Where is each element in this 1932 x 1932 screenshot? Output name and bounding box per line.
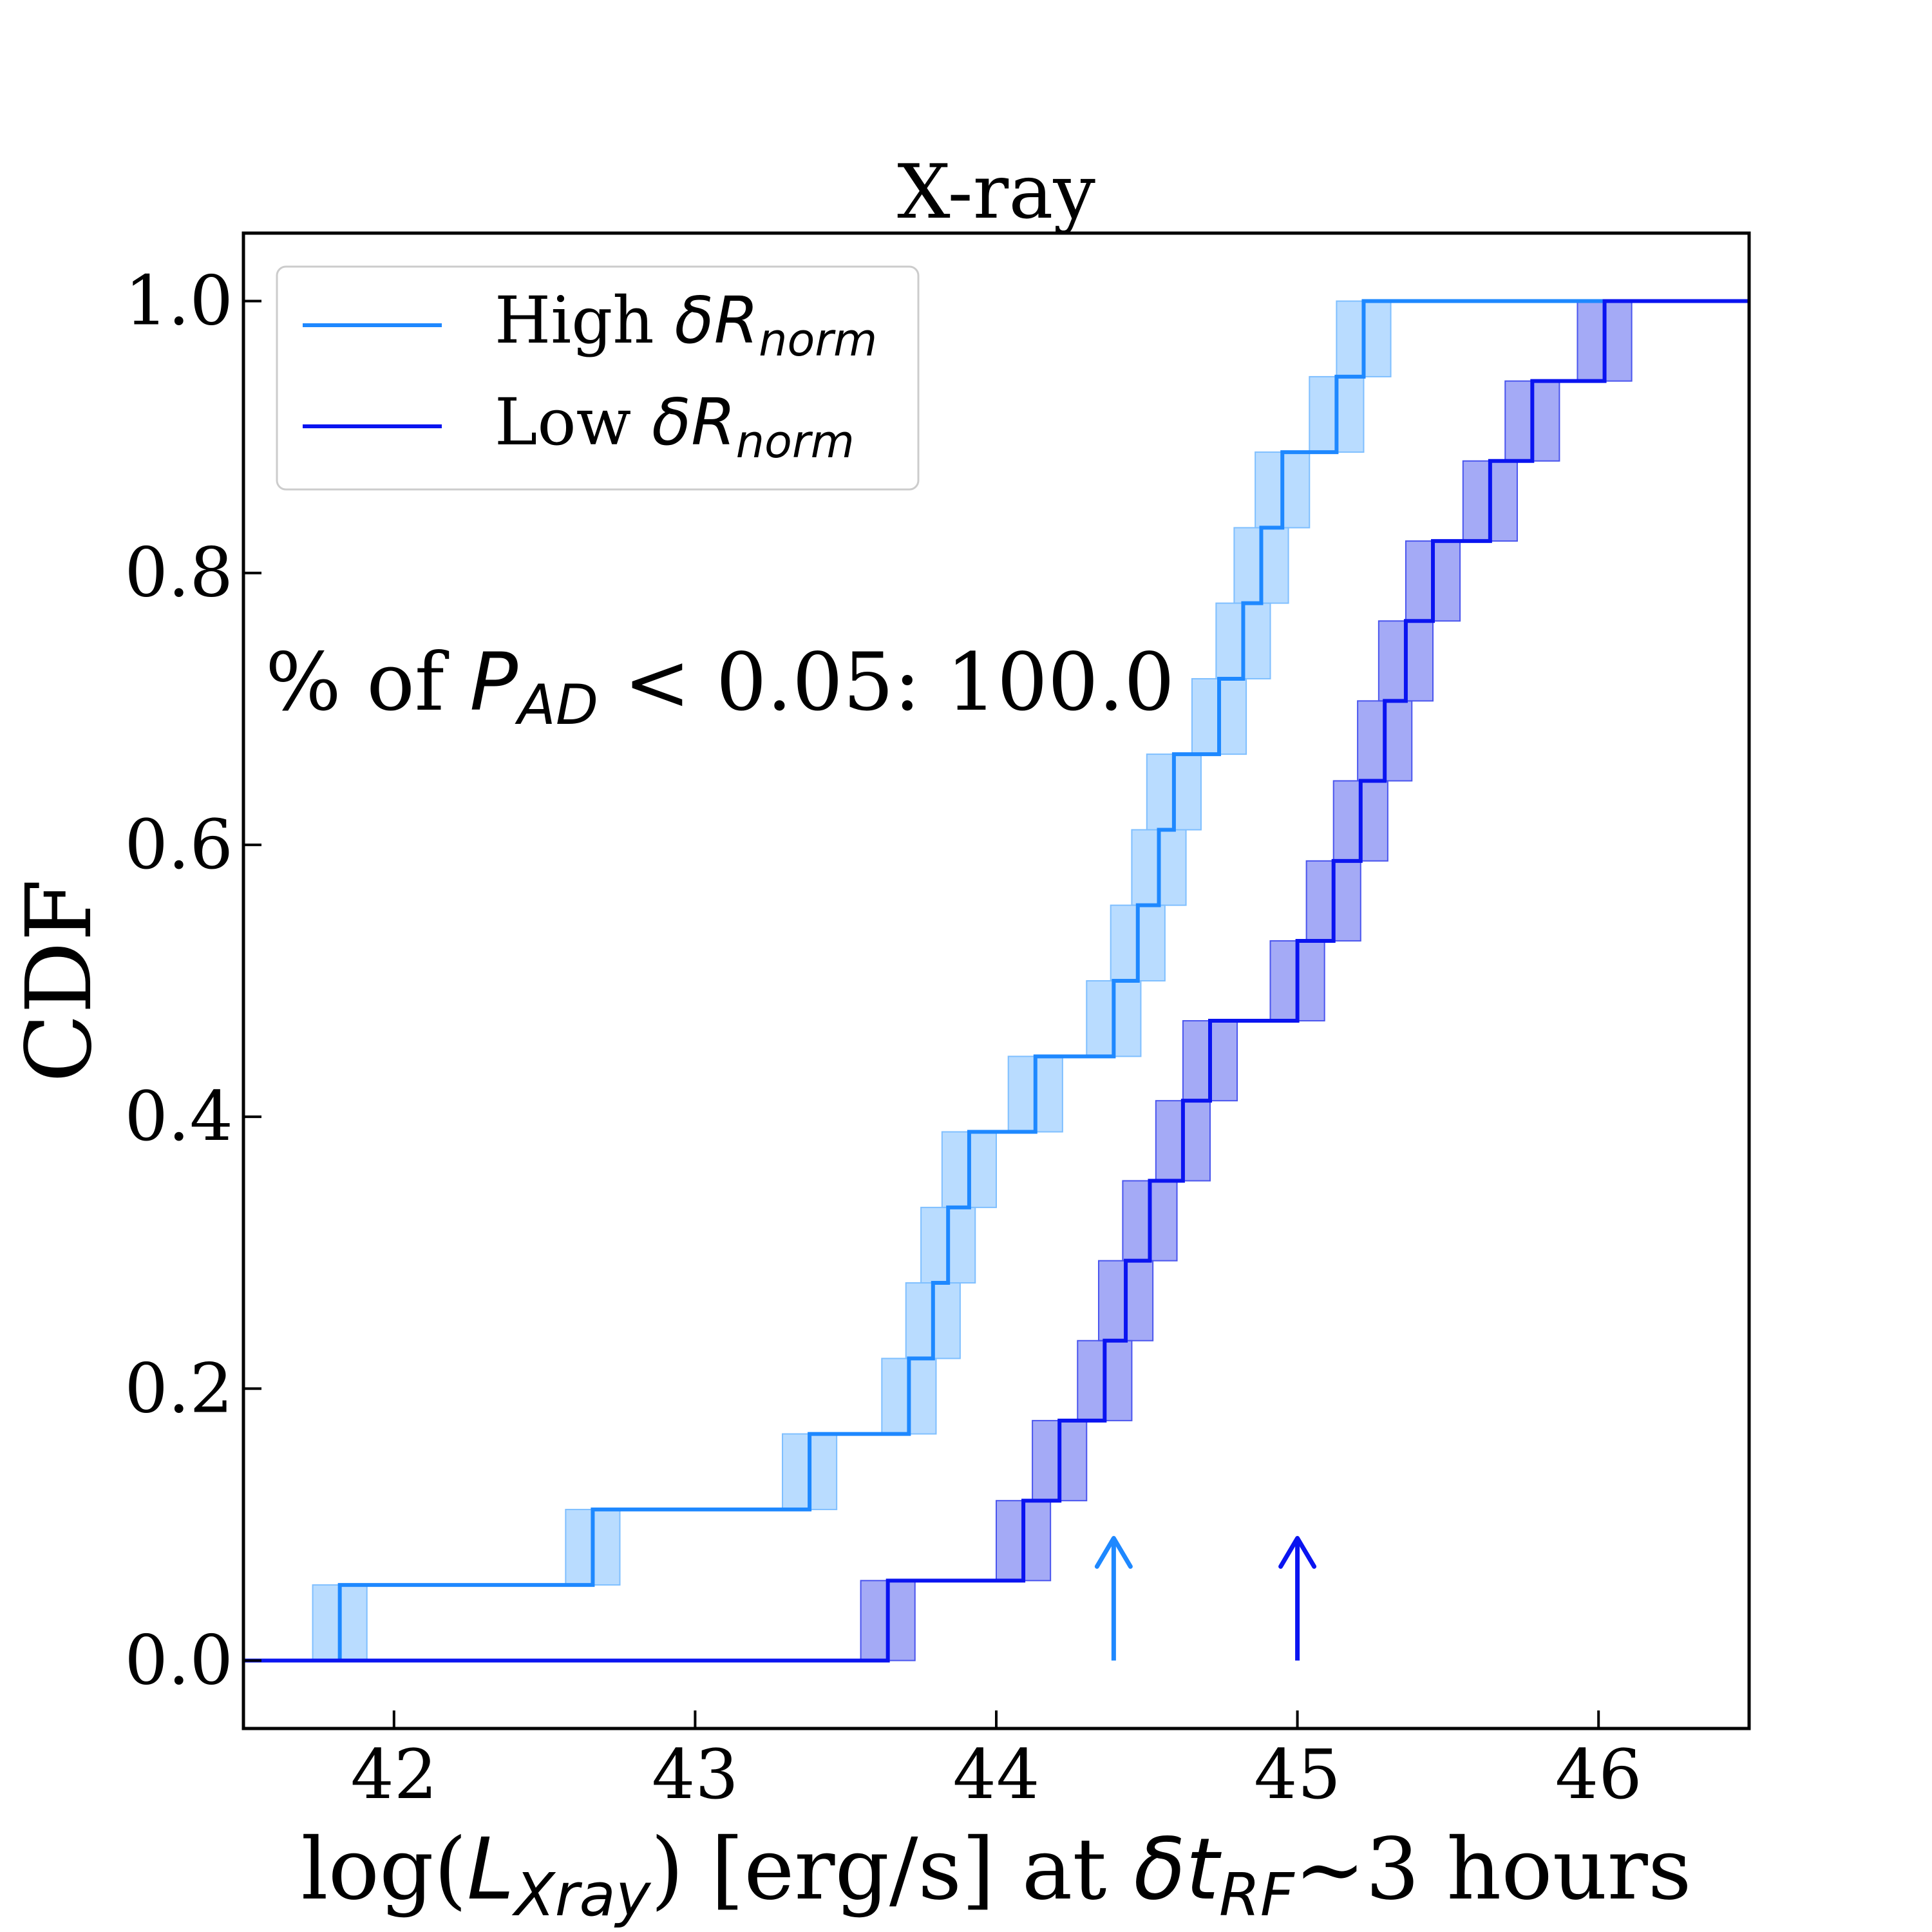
line-low [243, 299, 1749, 1663]
series-lines [243, 299, 1749, 1663]
chart-title: X-ray [897, 149, 1095, 236]
x-tick-label-42: 42 [350, 1735, 437, 1814]
legend-label-high: High δRnorm [495, 283, 877, 366]
x-axis-ticks: 42 43 44 45 46 [350, 1710, 1642, 1814]
y-tick-label-0.8: 0.8 [124, 533, 233, 612]
y-axis-ticks: 0.0 0.2 0.4 0.6 0.8 1.0 [124, 261, 261, 1700]
x-axis-label: log(LXray) [erg/s] at δtRF~3 hours [301, 1820, 1691, 1929]
arrow-low [1278, 1535, 1317, 1661]
median-arrows [1094, 1535, 1317, 1661]
x-tick-label-46: 46 [1555, 1735, 1642, 1814]
y-tick-label-0.0: 0.0 [124, 1620, 233, 1700]
legend: High δRnorm Low δRnorm [276, 265, 920, 491]
y-tick-label-0.4: 0.4 [124, 1077, 233, 1156]
y-tick-label-1.0: 1.0 [124, 261, 233, 341]
uncertainty-bands [312, 300, 1633, 1662]
line-high [243, 299, 1749, 1663]
x-tick-label-43: 43 [652, 1735, 739, 1814]
y-tick-label-0.2: 0.2 [124, 1349, 233, 1428]
x-tick-label-44: 44 [953, 1735, 1040, 1814]
legend-label-low: Low δRnorm [495, 384, 855, 468]
y-axis-label: CDF [7, 879, 112, 1083]
legend-box [276, 265, 920, 491]
x-tick-label-45: 45 [1254, 1735, 1341, 1814]
arrow-high [1094, 1535, 1133, 1661]
ad-test-annotation: % of PAD < 0.05: 100.0 [265, 636, 1175, 737]
y-tick-label-0.6: 0.6 [124, 805, 233, 884]
